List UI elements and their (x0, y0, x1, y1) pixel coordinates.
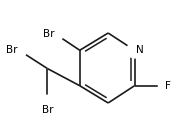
Circle shape (127, 43, 142, 58)
Circle shape (40, 95, 55, 111)
Text: N: N (136, 45, 144, 55)
Circle shape (158, 81, 167, 90)
Text: Br: Br (42, 105, 53, 115)
Text: Br: Br (6, 45, 18, 55)
Text: Br: Br (43, 29, 55, 39)
Circle shape (11, 43, 27, 58)
Circle shape (48, 26, 63, 42)
Text: F: F (165, 81, 170, 91)
